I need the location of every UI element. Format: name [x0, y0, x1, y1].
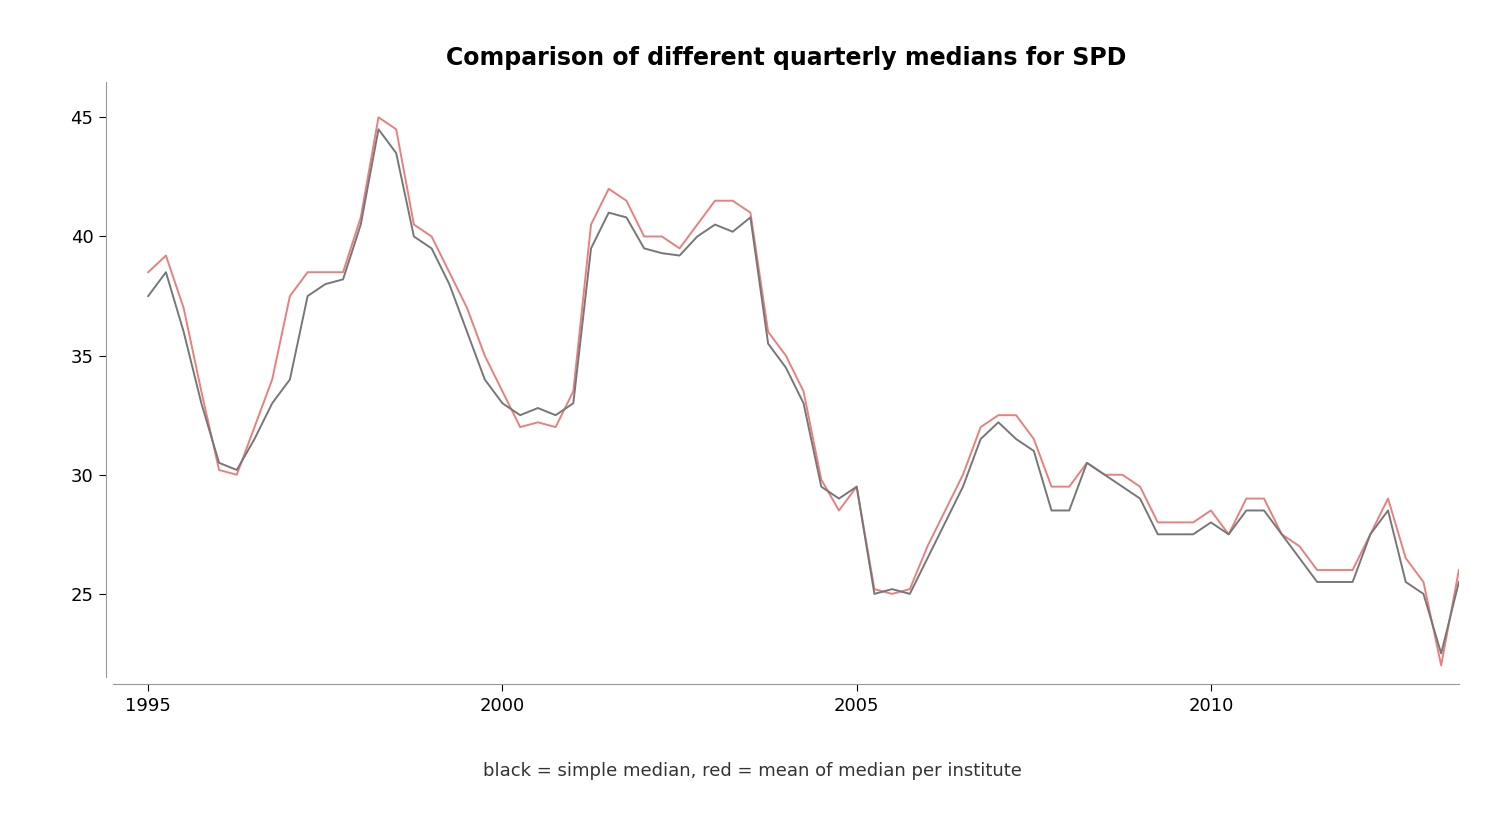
Text: black = simple median, red = mean of median per institute: black = simple median, red = mean of med… [483, 762, 1021, 780]
Title: Comparison of different quarterly medians for SPD: Comparison of different quarterly median… [445, 46, 1126, 70]
